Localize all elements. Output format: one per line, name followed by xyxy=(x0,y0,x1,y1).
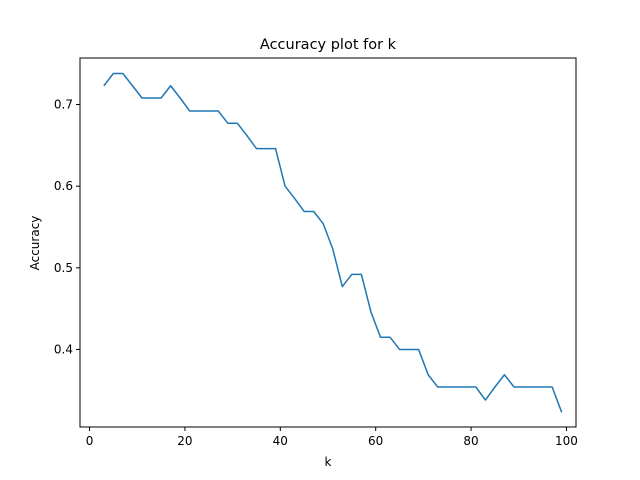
y-axis-ticks: 0.4 0.5 0.6 0.7 xyxy=(54,98,80,356)
x-tick-label: 40 xyxy=(273,434,288,448)
y-tick-label: 0.7 xyxy=(54,98,73,112)
x-tick-label: 20 xyxy=(177,434,192,448)
plot-area xyxy=(103,72,563,413)
x-axis-ticks: 0 20 40 60 80 100 xyxy=(86,427,578,448)
x-axis-label: k xyxy=(325,455,332,469)
chart-title: Accuracy plot for k xyxy=(260,37,397,53)
x-tick-label: 60 xyxy=(368,434,383,448)
plot-frame xyxy=(79,57,577,428)
y-axis-label: Accuracy xyxy=(28,216,42,271)
accuracy-series-line xyxy=(103,72,563,413)
x-tick-label: 100 xyxy=(555,434,578,448)
y-tick-label: 0.5 xyxy=(54,261,73,275)
y-tick-label: 0.4 xyxy=(54,342,73,356)
x-tick-label: 0 xyxy=(86,434,94,448)
x-tick-label: 80 xyxy=(463,434,478,448)
y-tick-label: 0.6 xyxy=(54,179,73,193)
